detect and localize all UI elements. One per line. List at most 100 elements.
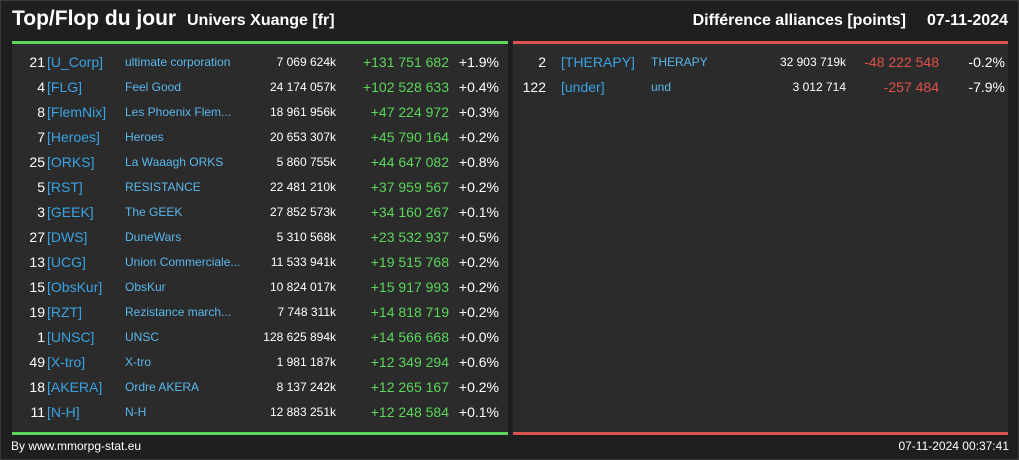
alliance-tag-link[interactable]: [UCG] — [47, 254, 86, 270]
header-date: 07-11-2024 — [927, 12, 1008, 29]
alliance-name-link[interactable]: Heroes — [125, 130, 164, 144]
alliance-row: 5 [RST] RESISTANCE 22 481 210k +37 959 567 +0… — [12, 175, 508, 200]
alliance-tag-link[interactable]: [ObsKur] — [47, 279, 103, 295]
rank-cell: 2 — [538, 54, 546, 70]
difference-cell: +12 265 167 — [370, 379, 449, 395]
alliance-row: 15 [ObsKur] ObsKur 10 824 017k +15 917 993 +0… — [12, 275, 508, 300]
top-panel-bottom-bar — [12, 432, 508, 435]
alliance-tag-link[interactable]: [UNSC] — [47, 329, 95, 345]
alliance-tag-link[interactable]: [AKERA] — [47, 379, 103, 395]
rank-cell: 49 — [29, 354, 45, 370]
alliance-tag-link[interactable]: [U_Corp] — [47, 54, 104, 70]
flop-panel-bottom-bar — [513, 432, 1008, 435]
alliance-row: 1 [UNSC] UNSC 128 625 894k +14 566 668 +0.0% — [12, 325, 508, 350]
points-cell: 8 137 242k — [276, 380, 336, 394]
difference-cell: +45 790 164 — [370, 129, 449, 145]
alliance-tag-link[interactable]: [FLG] — [47, 79, 83, 95]
alliance-name-link[interactable]: La Waaagh ORKS — [125, 155, 224, 169]
alliance-row: 18 [AKERA] Ordre AKERA 8 137 242k +12 265 16… — [12, 375, 508, 400]
alliance-row: 122 [under] und 3 012 714 -257 484 -7.9% — [513, 75, 1008, 100]
alliance-row: 25 [ORKS] La Waaagh ORKS 5 860 755k +44 647 … — [12, 150, 508, 175]
difference-cell: +12 248 584 — [370, 404, 449, 420]
footer-timestamp: 07-11-2024 00:37:41 — [898, 439, 1009, 453]
rank-cell: 1 — [37, 329, 45, 345]
points-cell: 5 310 568k — [276, 230, 336, 244]
rank-cell: 3 — [37, 204, 45, 220]
alliance-row: 49 [X-tro] X-tro 1 981 187k +12 349 294 +0.6% — [12, 350, 508, 375]
percent-cell: +0.8% — [458, 154, 499, 170]
percent-cell: +0.2% — [458, 304, 499, 320]
alliance-tag-link[interactable]: [Heroes] — [47, 129, 100, 145]
rank-cell: 15 — [29, 279, 45, 295]
alliance-name-link[interactable]: Union Commerciale... — [125, 255, 241, 269]
alliance-name-link[interactable]: DuneWars — [125, 230, 182, 244]
alliance-tag-link[interactable]: [X-tro] — [47, 354, 86, 370]
alliance-name-link[interactable]: RESISTANCE — [125, 180, 201, 194]
points-cell: 32 903 719k — [779, 55, 846, 69]
difference-cell: +47 224 972 — [370, 104, 449, 120]
alliance-tag-link[interactable]: [GEEK] — [47, 204, 94, 220]
alliance-name-link[interactable]: X-tro — [125, 355, 152, 369]
alliance-tag-link[interactable]: [FlemNix] — [47, 104, 107, 120]
alliance-name-link[interactable]: Les Phoenix Flem... — [125, 105, 232, 119]
alliance-tag-link[interactable]: [under] — [561, 79, 605, 95]
alliance-name-link[interactable]: und — [651, 80, 672, 94]
points-cell: 27 852 573k — [269, 205, 336, 219]
credit-link[interactable]: By www.mmorpg-stat.eu — [11, 439, 142, 453]
alliance-row: 7 [Heroes] Heroes 20 653 307k +45 790 164 +0.… — [12, 125, 508, 150]
difference-cell: +15 917 993 — [370, 279, 449, 295]
alliance-row: 3 [GEEK] The GEEK 27 852 573k +34 160 267 +0.… — [12, 200, 508, 225]
rank-cell: 19 — [29, 304, 45, 320]
alliance-row: 27 [DWS] DuneWars 5 310 568k +23 532 937 +0.5… — [12, 225, 508, 250]
alliance-name-link[interactable]: N-H — [125, 405, 147, 419]
difference-cell: +12 349 294 — [370, 354, 449, 370]
difference-cell: +44 647 082 — [370, 154, 449, 170]
alliance-row: 21 [U_Corp] ultimate corporation 7 069 624k… — [12, 50, 508, 75]
alliance-name-link[interactable]: Ordre AKERA — [125, 380, 200, 394]
alliance-row: 2 [THERAPY] THERAPY 32 903 719k -48 222 548 -… — [513, 50, 1008, 75]
percent-cell: +0.2% — [458, 379, 499, 395]
difference-cell: +34 160 267 — [370, 204, 449, 220]
rank-cell: 122 — [522, 79, 546, 95]
alliance-tag-link[interactable]: [RST] — [47, 179, 83, 195]
points-cell: 7 069 624k — [276, 55, 336, 69]
rank-cell: 25 — [29, 154, 45, 170]
rank-cell: 13 — [29, 254, 45, 270]
percent-cell: +0.2% — [458, 179, 499, 195]
alliance-name-link[interactable]: ObsKur — [125, 280, 166, 294]
percent-cell: +0.2% — [458, 279, 499, 295]
universe-label: Univers Xuange [fr] — [187, 12, 335, 29]
percent-cell: +1.9% — [458, 54, 499, 70]
points-cell: 12 883 251k — [269, 405, 336, 419]
difference-cell: -257 484 — [883, 79, 939, 95]
header: Top/Flop du jour Univers Xuange [fr] Dif… — [1, 1, 1018, 41]
alliance-tag-link[interactable]: [DWS] — [47, 229, 88, 245]
alliance-name-link[interactable]: THERAPY — [651, 55, 708, 69]
alliance-tag-link[interactable]: [THERAPY] — [561, 54, 635, 70]
percent-cell: +0.1% — [458, 404, 499, 420]
alliance-row: 4 [FLG] Feel Good 24 174 057k +102 528 633 +0… — [12, 75, 508, 100]
alliance-name-link[interactable]: The GEEK — [125, 205, 183, 219]
points-cell: 10 824 017k — [269, 280, 336, 294]
alliance-name-link[interactable]: UNSC — [125, 330, 160, 344]
alliance-row: 8 [FlemNix] Les Phoenix Flem... 18 961 956k… — [12, 100, 508, 125]
difference-cell: +19 515 768 — [370, 254, 449, 270]
points-cell: 7 748 311k — [277, 305, 337, 319]
alliance-name-link[interactable]: Feel Good — [125, 80, 182, 94]
percent-cell: +0.2% — [458, 129, 499, 145]
page-title: Top/Flop du jour — [12, 7, 177, 30]
percent-cell: +0.4% — [458, 79, 499, 95]
alliance-tag-link[interactable]: [ORKS] — [47, 154, 95, 170]
difference-cell: +14 566 668 — [370, 329, 449, 345]
alliance-tag-link[interactable]: [N-H] — [47, 404, 80, 420]
alliance-name-link[interactable]: ultimate corporation — [125, 55, 231, 69]
difference-cell: +37 959 567 — [370, 179, 449, 195]
percent-cell: +0.2% — [458, 254, 499, 270]
alliance-tag-link[interactable]: [RZT] — [47, 304, 82, 320]
points-cell: 11 533 941k — [270, 255, 336, 269]
alliance-row: 13 [UCG] Union Commerciale... 11 533 941k +1… — [12, 250, 508, 275]
points-cell: 128 625 894k — [263, 330, 336, 344]
alliance-row: 11 [N-H] N-H 12 883 251k +12 248 584 +0.1% — [12, 400, 508, 425]
alliance-name-link[interactable]: Rezistance march... — [125, 305, 232, 319]
percent-cell: +0.6% — [458, 354, 499, 370]
